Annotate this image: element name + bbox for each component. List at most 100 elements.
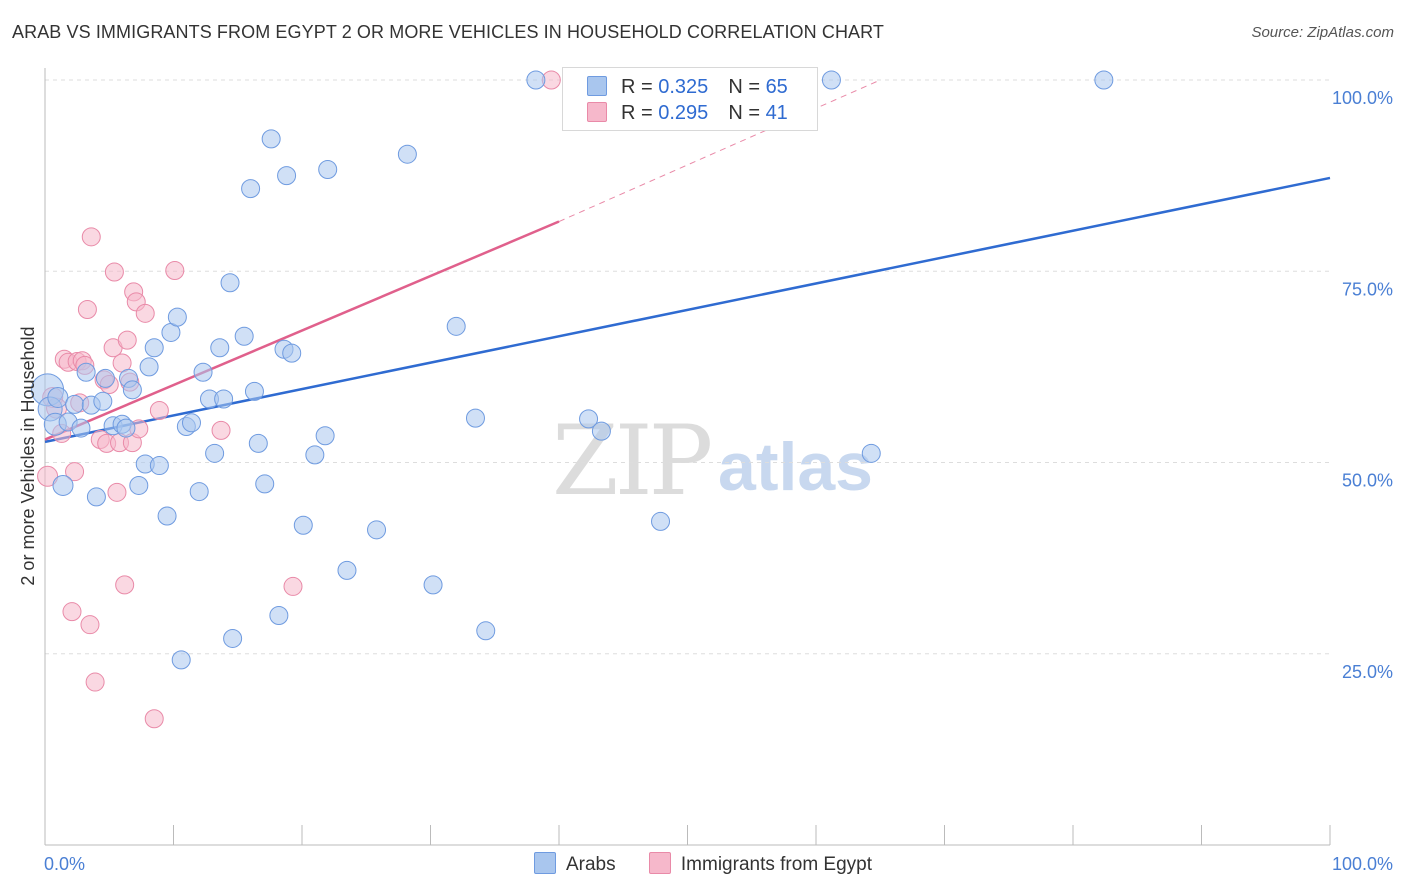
point-arabs [579,409,599,429]
y-tick-label: 50.0% [1342,471,1393,491]
chart-title: ARAB VS IMMIGRANTS FROM EGYPT 2 OR MORE … [12,22,885,42]
legend-r-value: 0.295 [658,102,709,124]
point-egypt [85,672,105,692]
point-arabs [116,418,136,438]
point-arabs [189,482,209,502]
trendline-arabs [44,176,1331,444]
point-arabs [86,487,106,507]
point-arabs [269,606,289,625]
point-arabs [315,426,335,446]
legend-n-value: 65 [765,76,788,98]
point-arabs [193,362,213,382]
point-arabs [397,144,417,164]
point-egypt [149,400,169,420]
point-arabs [65,394,85,414]
point-arabs [305,445,325,465]
point-arabs [244,381,264,401]
point-egypt [117,330,137,350]
series-legend-egypt[interactable]: Immigrants from Egypt [648,852,873,876]
point-egypt [107,482,127,502]
point-arabs [95,368,115,388]
point-arabs [93,391,113,411]
legend-n-label: N = [728,76,766,98]
point-egypt [165,260,185,280]
point-arabs [234,326,254,346]
point-arabs [337,560,357,580]
point-egypt [115,575,135,595]
point-arabs [71,418,91,438]
x-tick-label: 0.0% [44,854,85,874]
series-swatch-egypt [648,852,671,874]
point-arabs [220,273,240,293]
point-arabs [129,475,149,495]
point-arabs [651,511,671,531]
point-arabs [476,621,496,641]
point-arabs [52,474,74,496]
point-egypt [65,462,85,482]
series-legend: Arabs Immigrants from Egypt [0,852,1406,876]
point-egypt [283,576,303,596]
point-arabs [861,443,881,463]
point-arabs [205,443,225,463]
point-egypt [62,602,82,622]
trend-lines [44,79,1331,444]
point-arabs [76,362,96,382]
x-tick-label: 100.0% [1332,854,1393,874]
point-arabs [122,380,142,400]
legend-r-label: R = [621,102,659,124]
y-tick-label: 100.0% [1332,88,1393,108]
legend-row-arabs: R = 0.325 N = 65 [587,76,788,100]
point-egypt [77,300,97,319]
axes [44,68,1331,846]
point-arabs [1094,70,1114,90]
legend-swatch-egypt [587,102,607,122]
series-name-egypt: Immigrants from Egypt [680,854,873,875]
point-arabs [423,575,443,595]
point-arabs [139,357,159,377]
point-arabs [241,179,261,199]
point-arabs [181,413,201,433]
legend-row-egypt: R = 0.295 N = 41 [587,102,788,126]
point-arabs [261,129,281,149]
point-arabs [167,307,187,327]
point-arabs [144,338,164,358]
legend-swatch-arabs [587,76,607,96]
point-arabs [149,456,169,476]
chart-source: Source: ZipAtlas.com [1251,24,1394,41]
data-points [31,70,1114,729]
point-egypt [211,420,231,440]
legend-n-value: 41 [765,102,788,124]
trendline-egypt [44,220,560,441]
series-legend-arabs[interactable]: Arabs [533,852,616,876]
point-arabs [223,628,243,648]
point-arabs [526,70,546,90]
legend-r-value: 0.325 [658,76,709,98]
point-arabs [277,166,297,186]
series-swatch-arabs [533,852,556,874]
point-arabs [157,506,177,526]
y-axis-title: 2 or more Vehicles in Household [18,326,38,585]
y-tick-label: 75.0% [1342,279,1393,299]
point-arabs [446,316,466,336]
point-arabs [318,160,338,180]
point-egypt [37,465,59,487]
point-egypt [144,709,164,729]
series-name-arabs: Arabs [565,854,616,875]
point-egypt [81,227,101,247]
point-arabs [210,338,230,358]
point-arabs [465,408,485,428]
y-tick-label: 25.0% [1342,662,1393,682]
point-arabs [293,515,313,535]
watermark-zip: ZIP [552,405,713,517]
legend-n-label: N = [728,102,766,124]
point-arabs [214,389,234,409]
watermark-atlas: atlas [718,429,873,505]
point-arabs [282,343,302,363]
point-egypt [104,262,124,282]
axis-labels: 25.0% 50.0% 75.0% 100.0% 0.0% 100.0% 2 or more… [18,88,1393,874]
correlation-legend: R = 0.325 N = 65 R = 0.295 N = 41 [562,67,818,131]
point-arabs [47,386,69,408]
legend-r-label: R = [621,76,659,98]
point-arabs [591,421,611,441]
point-arabs [367,520,387,540]
